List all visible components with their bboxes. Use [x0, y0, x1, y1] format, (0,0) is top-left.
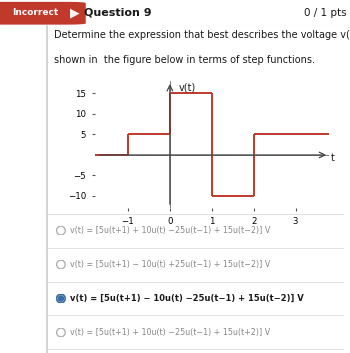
- Text: 0 / 1 pts: 0 / 1 pts: [304, 8, 346, 18]
- Text: t: t: [331, 153, 335, 163]
- Text: ▶: ▶: [70, 6, 80, 19]
- Text: v(t) = [5u(t+1) + 10u(t) −25u(t−1) + 15u(t−2)] V: v(t) = [5u(t+1) + 10u(t) −25u(t−1) + 15u…: [70, 226, 270, 235]
- Text: shown in  the figure below in terms of step functions.: shown in the figure below in terms of st…: [54, 55, 315, 65]
- Text: Question 9: Question 9: [84, 8, 152, 18]
- Text: Determine the expression that best describes the voltage v(t) behavior: Determine the expression that best descr…: [54, 30, 350, 40]
- Text: v(t) = [5u(t+1) − 10u(t) +25u(t−1) + 15u(t−2)] V: v(t) = [5u(t+1) − 10u(t) +25u(t−1) + 15u…: [70, 260, 270, 269]
- Text: Incorrect: Incorrect: [12, 8, 58, 17]
- FancyBboxPatch shape: [0, 2, 86, 25]
- Text: v(t) = [5u(t+1) + 10u(t) −25u(t−1) + 15u(t+2)] V: v(t) = [5u(t+1) + 10u(t) −25u(t−1) + 15u…: [70, 328, 270, 337]
- Circle shape: [58, 296, 64, 301]
- Text: v(t) = [5u(t+1) − 10u(t) −25u(t−1) + 15u(t−2)] V: v(t) = [5u(t+1) − 10u(t) −25u(t−1) + 15u…: [70, 294, 304, 303]
- Text: v(t): v(t): [178, 82, 196, 92]
